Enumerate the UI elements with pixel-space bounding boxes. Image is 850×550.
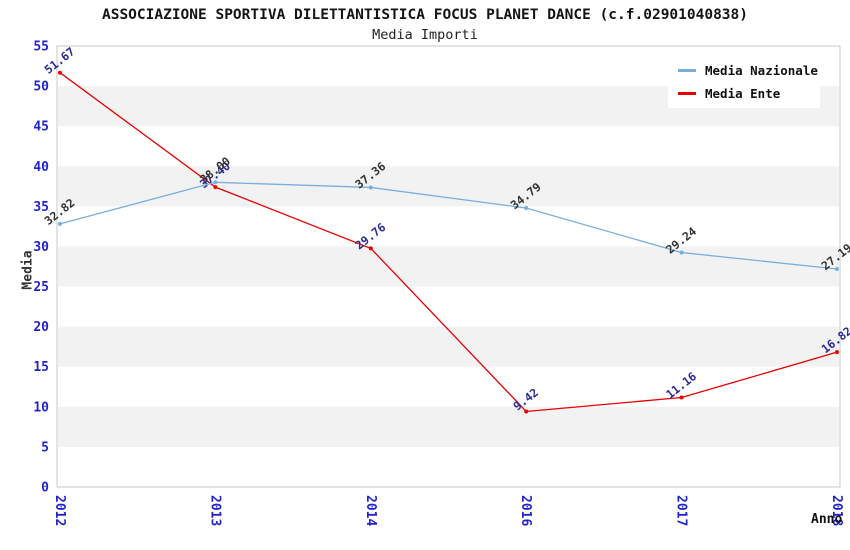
y-tick-label: 0 <box>41 481 49 496</box>
x-axis-title: Anno <box>811 512 843 527</box>
data-point-media-nazionale <box>368 185 373 190</box>
data-point-media-nazionale <box>58 221 62 226</box>
data-point-media-ente <box>524 409 529 414</box>
stripe-bands <box>58 86 839 447</box>
y-tick-label: 5 <box>41 440 49 455</box>
y-tick-label: 50 <box>33 80 49 95</box>
data-point-media-nazionale <box>213 180 218 185</box>
legend-line-swatch-ente-icon <box>678 92 696 95</box>
legend-item-media-ente: Media Ente <box>678 82 820 105</box>
x-tick-label: 2018 <box>829 495 844 526</box>
y-tick-label: 35 <box>33 200 49 215</box>
data-point-media-nazionale <box>835 266 839 271</box>
x-tick-label: 2014 <box>363 495 378 526</box>
legend-item-media-nazionale: Media Nazionale <box>678 59 820 82</box>
y-axis-tick-labels: 0 5 10 15 20 25 30 35 40 45 50 55 <box>33 40 49 496</box>
legend-label-media-nazionale: Media Nazionale <box>705 63 818 78</box>
x-tick-label: 2016 <box>518 495 533 526</box>
series-line-media-ente <box>59 72 838 413</box>
data-point-media-nazionale <box>679 250 684 255</box>
y-tick-label: 10 <box>33 400 49 415</box>
y-tick-label: 55 <box>33 40 49 55</box>
y-tick-label: 40 <box>33 160 49 175</box>
chart-subtitle: Media Importi <box>372 27 478 43</box>
x-tick-label: 2012 <box>52 495 67 526</box>
y-tick-label: 25 <box>33 280 49 295</box>
y-axis-title: Media <box>20 250 36 290</box>
y-tick-label: 30 <box>33 240 49 255</box>
data-point-media-ente <box>213 185 218 190</box>
data-point-media-ente <box>368 246 373 251</box>
data-point-media-ente <box>58 70 62 75</box>
chart-title: ASSOCIAZIONE SPORTIVA DILETTANTISTICA FO… <box>101 7 748 23</box>
series-line-media-nazionale <box>59 181 838 270</box>
legend: Media Nazionale Media Ente <box>668 56 820 108</box>
x-tick-label: 2017 <box>674 495 689 526</box>
data-point-media-ente <box>679 395 684 400</box>
x-tick-label: 2013 <box>207 495 222 526</box>
legend-line-swatch-nazionale-icon <box>678 69 696 72</box>
data-point-media-nazionale <box>524 206 529 211</box>
plot-frame <box>56 45 841 488</box>
y-tick-label: 15 <box>33 360 49 375</box>
data-point-media-ente <box>835 350 839 355</box>
legend-label-media-ente: Media Ente <box>705 86 781 101</box>
x-axis-tick-labels: 2012 2013 2014 2016 2017 2018 <box>52 495 844 526</box>
y-tick-label: 20 <box>33 320 49 335</box>
y-tick-label: 45 <box>33 120 49 135</box>
